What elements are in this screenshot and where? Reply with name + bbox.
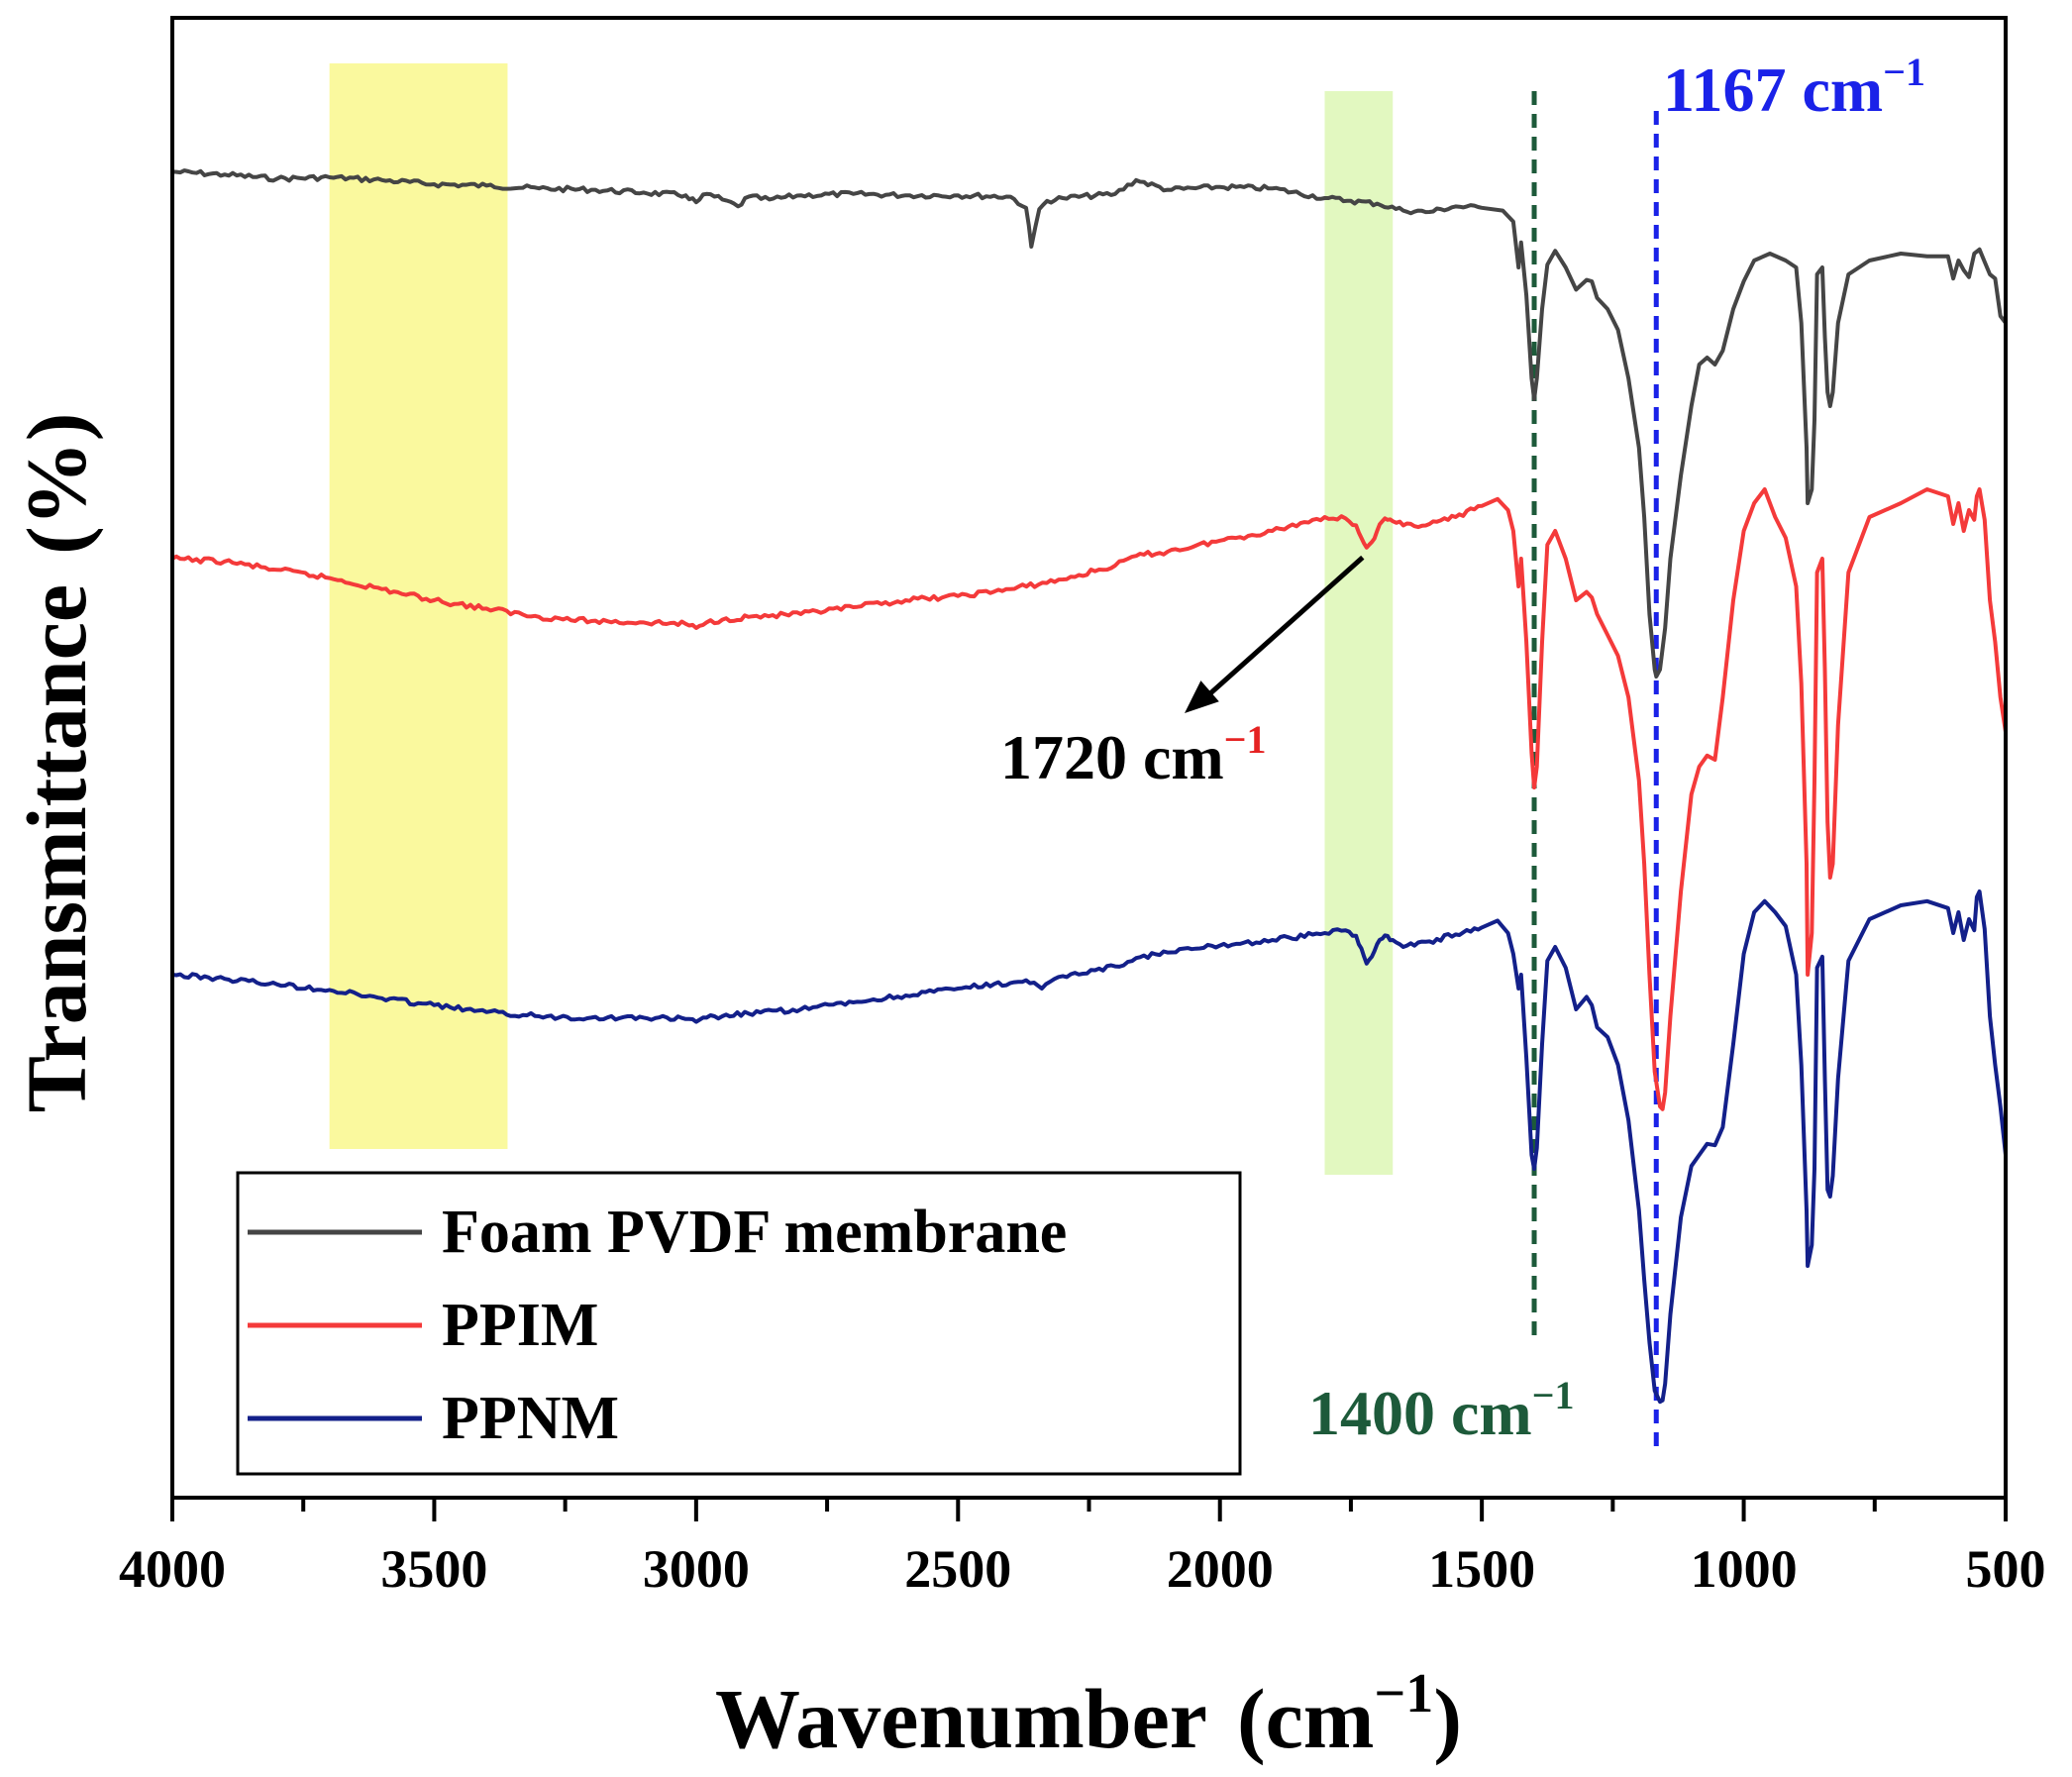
ref-label-1400: 1400 cm−1 (1308, 1373, 1575, 1448)
series-line-ppim (171, 487, 2008, 1111)
x-tick-label-1000: 1000 (1691, 1539, 1798, 1599)
arrow-shaft (1198, 555, 1365, 704)
highlight-band-1 (1324, 91, 1394, 1175)
legend-label-ppim: PPIM (442, 1292, 598, 1359)
x-axis-ticks: 4000 3500 3000 2500 2000 1500 1000 500 (119, 1498, 2046, 1599)
highlight-bands (329, 63, 1394, 1175)
ref-label-1167: 1167 cm−1 (1663, 50, 1925, 125)
x-tick-label-4000: 4000 (119, 1539, 226, 1599)
annotation-arrow-1720 (1185, 555, 1365, 713)
legend: Foam PVDF membrane PPIM PPNM (236, 1171, 1242, 1476)
x-axis-title: Wavenumber (cm−1) (715, 1663, 1462, 1766)
x-tick-label-2000: 2000 (1167, 1539, 1274, 1599)
series-line-foam-pvdf-membrane (171, 168, 2008, 679)
x-tick-label-2500: 2500 (904, 1539, 1011, 1599)
annot-label-1720: 1720 cm−1 (1000, 717, 1267, 792)
series-lines (171, 168, 2008, 1405)
x-tick-label-3500: 3500 (380, 1539, 487, 1599)
legend-label-foam: Foam PVDF membrane (442, 1199, 1067, 1266)
legend-label-ppnm: PPNM (442, 1385, 619, 1452)
x-tick-label-1500: 1500 (1428, 1539, 1535, 1599)
x-tick-label-3000: 3000 (643, 1539, 750, 1599)
arrow-head (1185, 680, 1219, 713)
series-line-ppnm (171, 889, 2008, 1405)
x-tick-label-500: 500 (1966, 1539, 2046, 1599)
y-axis-title: Transmittance(%) (9, 413, 104, 1113)
reference-lines (1531, 91, 1659, 1454)
